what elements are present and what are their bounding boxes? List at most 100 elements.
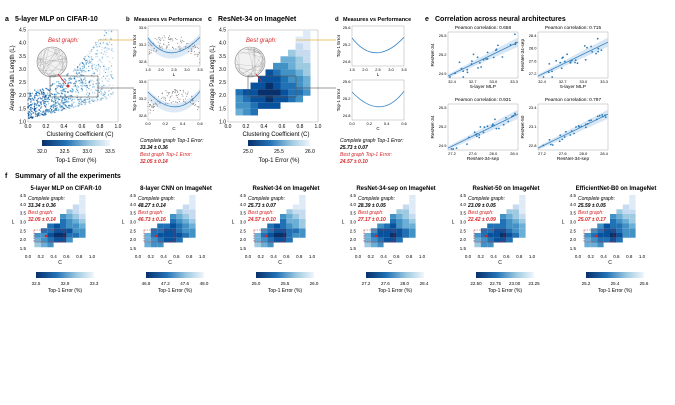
colorbar-tick: 22.50 (470, 281, 482, 286)
data-point (165, 46, 167, 48)
x-tick: 3.5 (401, 67, 407, 72)
x-tick: 28.4 (600, 151, 609, 156)
data-point (559, 134, 562, 137)
y-tick: 4.5 (460, 193, 467, 198)
data-point (98, 65, 100, 67)
heatmap-cell (72, 223, 80, 229)
data-point (188, 51, 189, 52)
y-tick: 3.0 (240, 220, 247, 225)
data-point (49, 105, 52, 108)
heatmap-cell (629, 223, 636, 229)
data-point (604, 114, 606, 117)
data-point (40, 90, 42, 93)
data-point (76, 85, 79, 87)
data-point (77, 104, 79, 107)
heatmap-cell (303, 43, 311, 50)
graph-edge (243, 48, 256, 50)
x-axis-label: Clustering Coefficient (C) (47, 132, 114, 138)
data-point (55, 94, 57, 96)
y-tick: 1.5 (240, 246, 247, 251)
data-point (563, 136, 566, 138)
data-point (31, 103, 34, 105)
data-point (103, 68, 106, 70)
graph-edge (54, 48, 65, 69)
y-tick: 2.0 (130, 237, 137, 242)
data-point (155, 51, 157, 53)
data-point (91, 65, 93, 68)
heatmap-cell (610, 233, 617, 238)
data-point (75, 85, 77, 87)
heatmap-cell (189, 228, 196, 233)
colorbar-tick: 25.2 (582, 281, 591, 286)
heatmap-cell (409, 214, 416, 219)
best-graph-value: 22.42 ± 0.09 (467, 217, 496, 223)
data-point (79, 62, 82, 65)
data-point (495, 127, 498, 130)
data-point (112, 57, 114, 59)
data-point (150, 44, 152, 46)
y-tick: 4.0 (219, 41, 226, 47)
data-point (495, 48, 498, 51)
graph-edge (62, 68, 65, 71)
data-point (75, 105, 77, 108)
data-point (30, 107, 32, 110)
y-tick: 32.8 (139, 113, 148, 118)
data-point (160, 97, 162, 99)
y-axis-label: Average Path Length (L) (210, 45, 216, 110)
data-point (192, 103, 194, 105)
data-point (172, 40, 174, 42)
data-point (48, 103, 50, 105)
data-point (194, 105, 196, 106)
heatmap-cell (66, 228, 73, 233)
data-point (586, 123, 589, 125)
x-tick: 0.2 (43, 124, 50, 130)
data-point (49, 110, 51, 113)
data-point (57, 101, 59, 103)
heatmap-cell (584, 237, 591, 243)
best-graph-value: 25.07 ± 0.17 (577, 217, 606, 223)
data-point (476, 56, 479, 59)
data-point (54, 93, 56, 95)
panel-title: Measures vs Performance (343, 17, 411, 23)
heatmap-cell (629, 218, 636, 224)
data-point (76, 80, 78, 82)
graph-edge (239, 52, 260, 54)
data-point (42, 94, 44, 96)
heatmap-cell (260, 228, 268, 233)
heatmap-cell (235, 89, 243, 96)
best-arrow (255, 73, 263, 83)
y-tick: 4.0 (350, 202, 357, 207)
panel-letter: d (335, 17, 339, 23)
data-point (60, 95, 62, 97)
heatmap-cell (519, 199, 526, 205)
data-point (175, 48, 177, 50)
data-point (36, 95, 39, 97)
heatmap-cell (512, 233, 520, 238)
heatmap-cell (512, 214, 520, 219)
data-point (85, 68, 88, 70)
x-tick: 1.5 (349, 67, 355, 72)
heatmap-cell (487, 223, 494, 229)
data-point (37, 92, 40, 94)
data-point (108, 78, 110, 80)
data-point (81, 70, 83, 72)
y-tick: 2.5 (219, 80, 226, 86)
heatmap-cell (243, 108, 251, 116)
heatmap-cell (267, 237, 274, 243)
data-point (94, 99, 96, 101)
heatmap-cell (176, 228, 183, 233)
data-point (585, 126, 587, 129)
heatmap-cell (267, 242, 274, 248)
heatmap-cell (396, 223, 403, 229)
x-tick: 0.2 (368, 254, 375, 259)
data-point (28, 96, 30, 98)
graph-edge (251, 48, 254, 76)
data-point (149, 104, 151, 105)
data-point (36, 110, 38, 112)
data-point (28, 115, 30, 117)
heatmap-cell (250, 82, 258, 90)
heatmap-cell (584, 242, 591, 248)
heatmap-cell (157, 233, 164, 238)
data-point (547, 71, 550, 74)
